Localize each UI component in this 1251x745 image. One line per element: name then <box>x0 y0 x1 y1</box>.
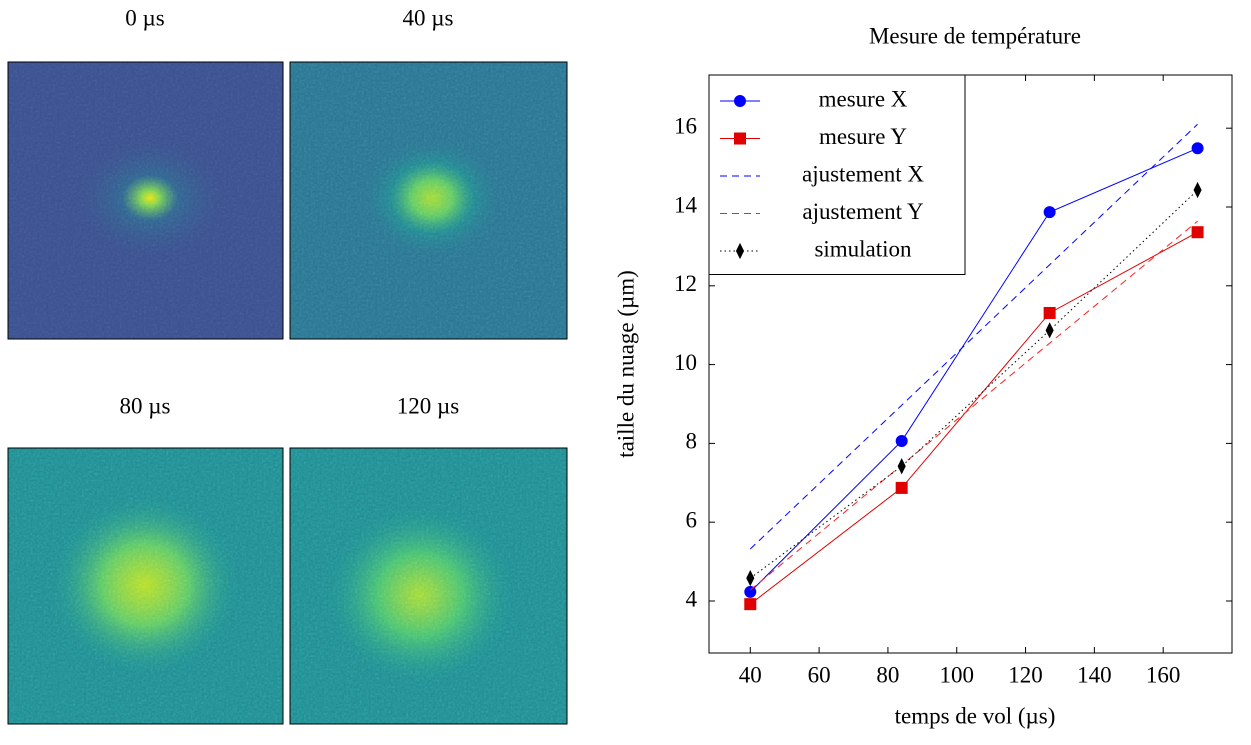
x-tick-label: 160 <box>1146 662 1181 687</box>
marker <box>895 435 908 448</box>
y-tick-label: 10 <box>674 350 697 375</box>
marker <box>744 585 757 598</box>
marker <box>895 481 908 494</box>
noise <box>290 448 567 724</box>
y-tick-label: 8 <box>686 429 698 454</box>
legend-marker <box>734 95 746 107</box>
x-tick-label: 140 <box>1077 662 1112 687</box>
plot-frame <box>708 74 1233 654</box>
x-tick-label: 120 <box>1008 662 1043 687</box>
marker <box>897 458 906 475</box>
x-tick-label: 80 <box>876 662 899 687</box>
y-tick-label: 12 <box>674 271 697 296</box>
marker <box>746 570 755 587</box>
marker <box>744 598 757 611</box>
legend-label: simulation <box>814 236 912 261</box>
marker <box>1193 181 1202 199</box>
series-line <box>749 189 1198 579</box>
marker <box>1045 322 1054 339</box>
legend-marker <box>734 132 746 145</box>
panel-label: 0 µs <box>125 5 165 30</box>
series-line <box>749 147 1198 593</box>
marker <box>1191 142 1204 155</box>
legend-box <box>708 74 966 275</box>
marker <box>1191 226 1204 239</box>
x-axis-label: temps de vol (µs) <box>895 703 1056 728</box>
marker <box>1043 206 1056 219</box>
legend-label: ajustement X <box>802 161 924 186</box>
y-tick-label: 16 <box>674 113 697 138</box>
image-panels: 0 µs 40 µs 80 µs 120 µs <box>7 5 568 725</box>
legend: mesure X mesure Y ajustement X ajustement Y… <box>708 74 966 275</box>
image-frame <box>289 447 568 725</box>
image-frame <box>7 61 284 340</box>
noise <box>290 62 567 339</box>
panel-label: 120 µs <box>397 393 460 418</box>
legend-label: mesure X <box>819 86 908 111</box>
x-tick-label: 100 <box>939 662 974 687</box>
noise <box>8 62 283 339</box>
x-tick-label: 40 <box>739 662 762 687</box>
y-axis-label: taille du nuage (µm) <box>613 270 638 458</box>
x-tick-label: 60 <box>808 662 831 687</box>
y-tick-label: 6 <box>686 507 698 532</box>
legend-label: mesure Y <box>819 124 907 149</box>
image-frame <box>7 447 284 725</box>
series-line <box>749 231 1198 605</box>
series-line <box>749 123 1198 550</box>
legend-label: ajustement Y <box>802 199 924 224</box>
image-frame <box>289 61 568 340</box>
y-tick-label: 4 <box>686 586 698 611</box>
chart-title: Mesure de température <box>869 23 1081 48</box>
noise <box>8 448 283 724</box>
series-line <box>749 220 1198 591</box>
marker <box>1043 306 1056 319</box>
panel-label: 80 µs <box>120 393 171 418</box>
legend-marker <box>735 242 745 260</box>
panel-label: 40 µs <box>403 5 454 30</box>
y-tick-label: 14 <box>674 192 698 217</box>
